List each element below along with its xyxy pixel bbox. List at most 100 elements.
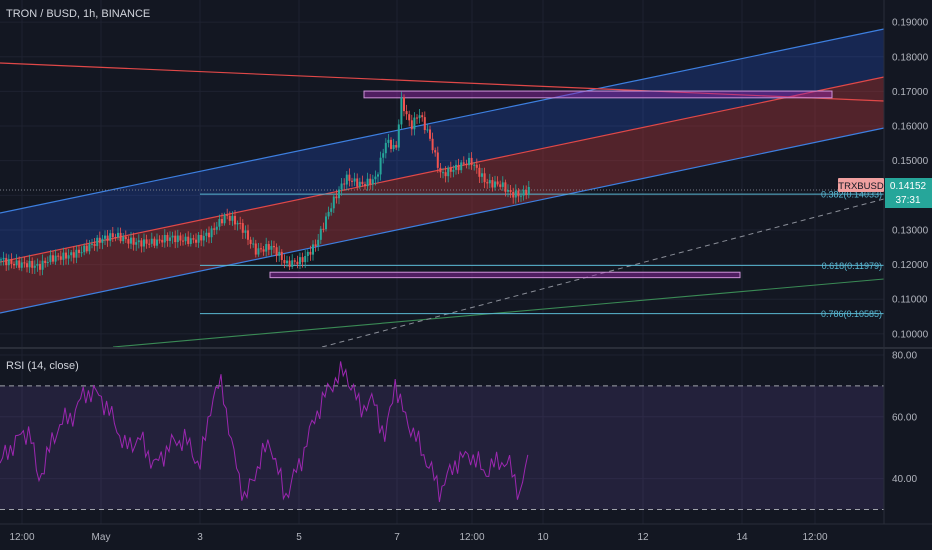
candle-body [78,249,80,253]
candle-body [369,178,372,185]
candle-body [244,230,247,233]
candle-body [67,255,70,259]
candle-body [96,237,99,247]
descending-resistance-line [0,62,885,102]
candle-body [161,239,164,243]
candle-body [444,172,447,177]
candles [0,91,530,276]
candle-body [327,211,330,217]
candle-body [195,239,197,243]
candle-body [387,139,390,143]
candle-body [13,263,15,266]
red-channel-fill [0,77,884,313]
candle-body [361,181,364,185]
candle-body [44,260,47,264]
candle-body [460,162,463,171]
candle-body [208,232,210,238]
candle-body [382,153,385,158]
candle-body [374,176,377,180]
blue-channel-fill [0,29,884,262]
candle-body [182,240,184,242]
candle-body [364,184,366,187]
candle-body [527,186,530,196]
x-tick-label: 12 [637,532,649,543]
candle-body [413,117,416,130]
candle-body [49,255,52,263]
candle-body [478,167,481,177]
candle-body [408,114,411,121]
candle-body [101,238,104,243]
x-tick-label: 5 [296,532,302,543]
candle-body [343,183,346,185]
candle-body [288,260,291,267]
candle-body [410,120,413,130]
y-tick-label: 0.19000 [892,18,929,29]
candle-body [309,251,312,255]
rsi-line [0,361,529,503]
candle-body [332,196,335,209]
candle-body [275,247,278,256]
candle-body [260,248,262,250]
candle-body [169,237,171,241]
candle-body [20,262,23,268]
candle-body [449,167,452,172]
candle-body [10,259,13,264]
candle-body [111,233,114,238]
y-tick-label: 0.17000 [892,87,929,98]
candle-body [371,179,374,185]
candle-body [278,251,281,256]
candle-body [184,236,187,242]
candle-body [507,190,509,192]
candle-body [57,255,60,257]
candle-body [5,257,8,266]
price-badge-value-box [885,178,932,208]
candle-body [122,236,125,242]
candle-body [517,190,520,197]
candle-body [205,232,208,236]
candle-body [481,173,483,177]
candle-body [91,243,93,245]
candle-body [117,232,119,238]
candle-body [145,239,148,244]
candle-body [54,255,57,262]
candle-body [247,230,249,240]
candle-body [114,237,117,239]
price-badge[interactable]: TRXBUSD 0.14152 37:31 [838,178,932,208]
candle-body [379,157,382,175]
fib-label: 0.786(0.10585) [821,309,882,319]
candle-body [166,234,169,241]
price-badge-countdown: 37:31 [895,195,920,206]
candle-body [106,235,109,241]
x-tick-label: 7 [394,532,400,543]
candle-body [148,243,151,245]
grid [0,0,884,524]
candle-body [231,215,234,221]
candle-body [132,237,135,245]
candle-body [80,252,83,254]
candle-body [486,182,489,184]
candle-body [291,260,294,267]
candle-body [46,262,49,264]
x-tick-label: 10 [537,532,549,543]
candle-body [83,245,86,253]
candle-body [426,129,429,131]
rsi-title: RSI (14, close) [6,360,79,372]
candle-body [18,260,21,268]
candle-body [400,97,403,125]
candle-body [257,248,260,255]
candle-body [221,218,223,224]
candle-body [65,252,67,259]
candle-body [447,167,450,177]
x-tick-label: 14 [736,532,748,543]
candle-body [273,245,275,248]
x-tick-label: 12:00 [9,532,34,543]
candle-body [171,235,174,238]
candle-body [226,214,229,216]
candle-body [140,240,143,247]
candle-body [26,263,28,268]
y-tick-label: 0.12000 [892,260,929,271]
x-tick-label: 12:00 [802,532,827,543]
candle-body [405,111,408,115]
candle-body [397,124,400,148]
